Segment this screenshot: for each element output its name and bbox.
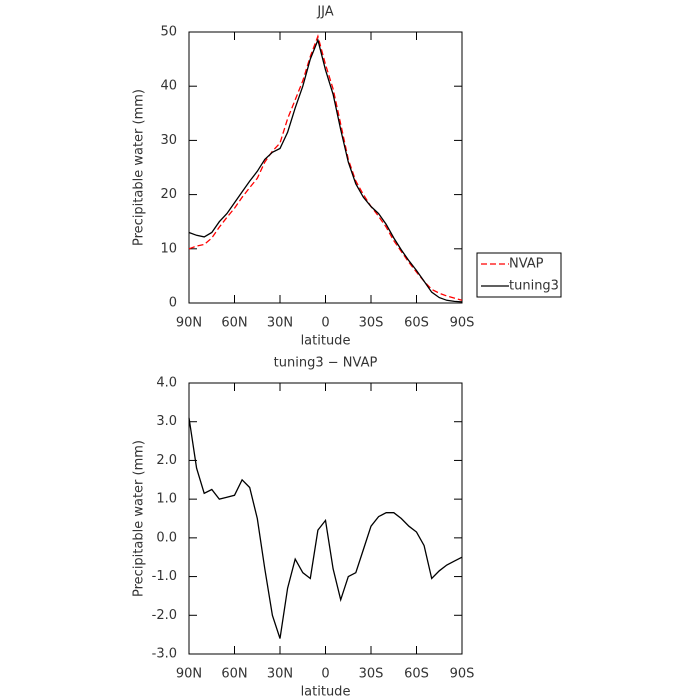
x-axis-title: latitude [301,685,351,700]
y-tick-label: 20 [160,187,177,202]
legend-label: NVAP [509,257,544,272]
y-tick-label: 40 [160,79,177,94]
x-tick-label: 60S [404,667,429,682]
y-tick-label: 30 [160,133,177,148]
y-tick-label: 3.0 [156,414,177,429]
x-tick-label: 60N [221,667,247,682]
x-tick-label: 90S [450,667,475,682]
legend-label: tuning3 [509,279,559,294]
x-tick-label: 60S [404,316,429,331]
x-tick-label: 90N [176,667,202,682]
x-tick-label: 0 [321,667,329,682]
y-tick-label: -3.0 [152,647,177,662]
x-tick-label: 60N [221,316,247,331]
y-tick-label: 50 [160,25,177,40]
chart-title: JJA [316,5,333,20]
data-line [188,417,463,639]
y-tick-label: 0 [169,296,177,311]
y-tick-label: 1.0 [156,492,177,507]
x-tick-label: 30S [359,316,384,331]
y-axis-title: Precipitable water (mm) [132,89,147,246]
x-tick-label: 30N [267,667,293,682]
y-tick-label: -2.0 [152,608,177,623]
x-tick-label: 90N [176,316,202,331]
plot-frame [188,31,463,304]
y-tick-label: -1.0 [152,569,177,584]
x-tick-label: 90S [450,316,475,331]
y-axis-title: Precipitable water (mm) [132,440,147,597]
y-tick-label: 10 [160,241,177,256]
x-axis-title: latitude [301,334,351,349]
y-tick-label: 4.0 [156,376,177,391]
plot-frame [188,382,463,655]
y-tick-label: 2.0 [156,453,177,468]
x-tick-label: 30S [359,667,384,682]
legend-box [476,252,562,298]
chart-title: tuning3 − NVAP [274,356,378,371]
x-tick-label: 30N [267,316,293,331]
data-line [188,38,463,303]
y-tick-label: 0.0 [156,530,177,545]
data-line [188,34,463,301]
x-tick-label: 0 [321,316,329,331]
